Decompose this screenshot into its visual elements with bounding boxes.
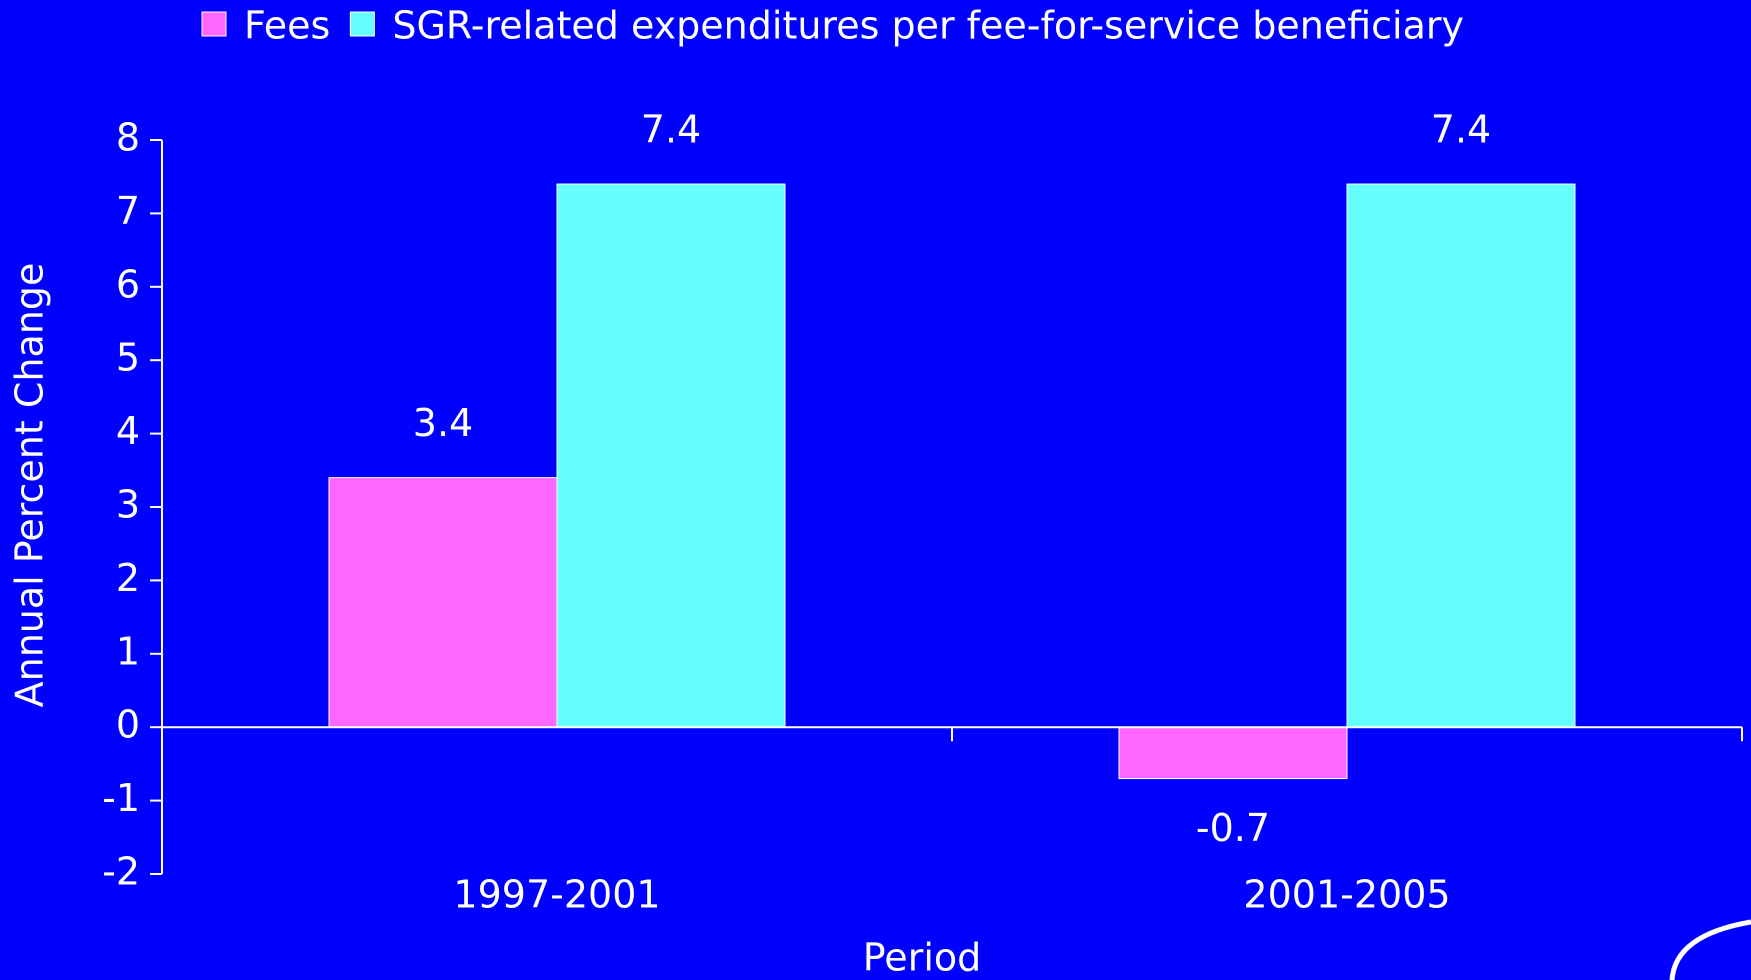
y-tick-label: 1 (116, 629, 140, 673)
x-tick-label: 2001-2005 (1243, 873, 1450, 917)
legend-swatch (349, 11, 375, 37)
y-tick-label: -1 (102, 776, 140, 820)
decorative-arc (1669, 919, 1751, 980)
bar (556, 183, 786, 728)
bar (328, 477, 558, 728)
x-axis-label: Period (863, 936, 982, 980)
y-tick-label: 6 (116, 262, 140, 306)
y-tick-label: -2 (102, 850, 140, 894)
y-tick-label: 2 (116, 556, 140, 600)
data-label: 7.4 (641, 108, 701, 152)
y-axis-label: Annual Percent Change (8, 263, 52, 708)
data-label: 7.4 (1431, 108, 1491, 152)
y-tick-label: 0 (116, 703, 140, 747)
data-label: -0.7 (1196, 806, 1270, 850)
legend-label: SGR-related expenditures per fee-for-ser… (392, 4, 1464, 48)
x-tick-label: 1997-2001 (453, 873, 660, 917)
y-tick-label: 8 (116, 116, 140, 160)
legend-label: Fees (244, 4, 330, 48)
bar (1346, 183, 1576, 728)
y-tick-label: 3 (116, 483, 140, 527)
y-tick-label: 4 (116, 409, 140, 453)
y-tick-label: 7 (116, 189, 140, 233)
data-label: 3.4 (413, 401, 473, 445)
legend-swatch (201, 11, 227, 37)
y-tick-label: 5 (116, 336, 140, 380)
bar (1118, 726, 1348, 780)
